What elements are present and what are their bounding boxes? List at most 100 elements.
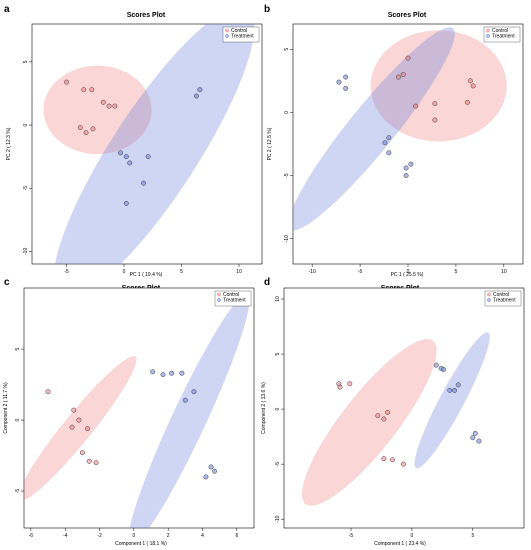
data-point-treatment bbox=[145, 154, 151, 160]
data-point-control bbox=[76, 417, 82, 423]
x-axis-label: Component 1 ( 18.1 %) bbox=[115, 541, 167, 547]
y-tick-label: -5 bbox=[275, 462, 281, 467]
legend-label-treatment: Treatment bbox=[231, 34, 254, 40]
data-point-treatment bbox=[141, 180, 147, 186]
panel-b: b Scores Plot -10 -5 0 5 10 -10 -5 0 5 PC 1 ( 25.5 … bbox=[264, 4, 524, 278]
data-point-control bbox=[347, 381, 353, 387]
data-point-treatment bbox=[123, 154, 129, 160]
data-point-treatment bbox=[179, 370, 185, 376]
y-axis-label: PC 2 ( 12.5 %) bbox=[267, 127, 273, 160]
data-point-control bbox=[79, 450, 85, 456]
data-point-control bbox=[106, 103, 112, 109]
y-tick-label: 0 bbox=[23, 123, 29, 126]
data-point-treatment bbox=[408, 161, 414, 167]
legend-marker-control bbox=[487, 292, 491, 297]
data-point-control bbox=[112, 103, 118, 109]
confidence-ellipse-control bbox=[301, 338, 437, 506]
legend-box bbox=[483, 26, 521, 43]
data-point-treatment bbox=[441, 367, 447, 372]
legend-label-control: Control bbox=[231, 28, 247, 34]
x-tick-label: -10 bbox=[309, 269, 316, 275]
data-point-control bbox=[64, 79, 69, 85]
panel-letter: a bbox=[4, 4, 10, 15]
data-point-control bbox=[395, 74, 401, 80]
confidence-ellipse-control bbox=[43, 65, 152, 155]
y-axis-label: Component 2 ( 13.6 %) bbox=[261, 382, 267, 434]
x-tick-label: -5 bbox=[358, 269, 363, 275]
x-tick-label: 0 bbox=[123, 269, 126, 275]
y-tick-label: 10 bbox=[275, 296, 281, 302]
data-point-treatment bbox=[403, 165, 409, 171]
data-point-treatment bbox=[476, 438, 482, 444]
data-point-treatment bbox=[160, 372, 166, 378]
data-point-treatment bbox=[336, 79, 342, 85]
x-tick-label: 5 bbox=[455, 269, 458, 275]
data-point-control bbox=[470, 83, 476, 89]
x-tick-label: 0 bbox=[411, 533, 414, 539]
x-tick-label: 10 bbox=[501, 269, 507, 275]
legend-marker-treatment bbox=[487, 298, 491, 302]
confidence-ellipse-treatment bbox=[53, 24, 255, 264]
y-tick-label: 5 bbox=[284, 48, 290, 51]
legend-box bbox=[214, 290, 252, 307]
legend-marker-treatment bbox=[225, 34, 229, 38]
data-point-control bbox=[81, 87, 87, 93]
data-point-treatment bbox=[208, 464, 214, 470]
plot-area bbox=[293, 27, 507, 231]
data-point-treatment bbox=[382, 140, 388, 146]
plot-area bbox=[301, 332, 490, 506]
legend-label-treatment: Treatment bbox=[492, 34, 515, 40]
legend-label-treatment: Treatment bbox=[223, 298, 246, 304]
plot-frame bbox=[31, 23, 263, 265]
y-tick-label: -5 bbox=[15, 489, 21, 494]
data-point-treatment bbox=[472, 430, 478, 436]
y-tick-label: 5 bbox=[15, 347, 21, 350]
data-point-control bbox=[93, 460, 99, 466]
data-point-control bbox=[89, 87, 95, 93]
legend-label-control: Control bbox=[492, 28, 508, 34]
data-point-treatment bbox=[194, 93, 199, 99]
y-axis-label: Component 2 ( 11.7 %) bbox=[3, 382, 9, 434]
y-tick-label: -10 bbox=[284, 235, 290, 242]
plot-frame bbox=[292, 23, 524, 265]
data-point-control bbox=[405, 55, 411, 61]
legend-marker-control bbox=[225, 28, 229, 33]
data-point-control bbox=[375, 413, 381, 419]
legend-box bbox=[222, 26, 260, 43]
x-axis-label: PC 1 ( 19.4 %) bbox=[130, 272, 163, 278]
x-tick-label: -6 bbox=[29, 533, 34, 539]
data-point-treatment bbox=[182, 397, 188, 403]
data-point-treatment bbox=[403, 173, 409, 179]
y-tick-label: -5 bbox=[284, 173, 290, 178]
data-point-control bbox=[400, 461, 406, 467]
y-tick-label: 5 bbox=[275, 352, 281, 355]
chart-title: Scores Plot bbox=[127, 12, 166, 19]
x-tick-label: 6 bbox=[235, 533, 238, 539]
data-point-control bbox=[467, 78, 473, 84]
legend-marker-control bbox=[217, 292, 221, 297]
data-point-treatment bbox=[343, 74, 349, 80]
confidence-ellipse-control bbox=[24, 356, 137, 502]
panel-letter: b bbox=[264, 4, 270, 15]
x-tick-label: 5 bbox=[180, 269, 183, 275]
data-point-treatment bbox=[191, 389, 197, 395]
data-point-treatment bbox=[452, 387, 458, 393]
data-point-treatment bbox=[455, 382, 461, 388]
data-point-treatment bbox=[343, 85, 349, 91]
x-axis-label: Component 1 ( 23.4 %) bbox=[374, 541, 426, 547]
plot-area bbox=[24, 293, 250, 528]
x-tick-label: -5 bbox=[64, 269, 69, 275]
data-point-treatment bbox=[123, 200, 129, 206]
data-point-treatment bbox=[203, 474, 209, 480]
y-tick-label: -5 bbox=[23, 186, 29, 191]
data-point-control bbox=[100, 99, 106, 105]
x-axis-label: PC 1 ( 25.5 %) bbox=[391, 272, 424, 278]
data-point-treatment bbox=[197, 87, 203, 93]
data-point-control bbox=[45, 389, 51, 395]
